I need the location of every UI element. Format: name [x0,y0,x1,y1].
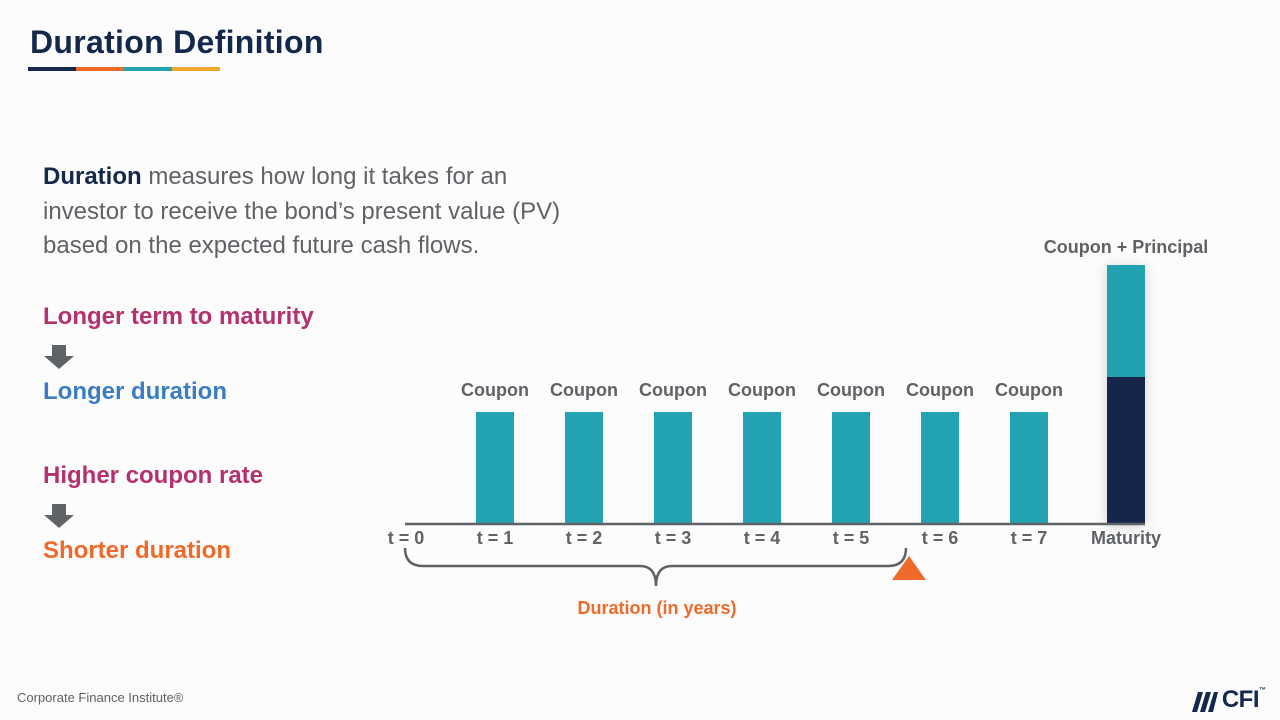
cfi-logo-tm: ™ [1259,687,1266,694]
coupon-bar-label: Coupon [461,380,529,400]
coupon-bar-label: Coupon [995,380,1063,400]
tick-label: t = 6 [922,528,959,548]
duration-marker-triangle [892,556,926,580]
principal-segment [1107,377,1145,524]
duration-definition-text: Duration measures how long it takes for … [43,160,583,264]
relation-2-effect: Shorter duration [43,537,232,564]
arrow-down-icon [44,504,74,528]
footer-copyright: Corporate Finance Institute® [17,690,184,705]
title-underline-segment-3 [124,67,172,71]
duration-term: Duration [43,163,142,190]
tick-label-t0: t = 0 [388,528,425,548]
coupon-bar-label: Coupon [550,380,618,400]
coupon-bar [565,412,603,524]
title-underline-segment-2 [76,67,124,71]
tick-label: t = 2 [566,528,603,548]
relation-2-cause: Higher coupon rate [43,462,264,489]
coupon-bar [476,412,514,524]
maturity-bar [1107,265,1145,524]
coupon-bar [654,412,692,524]
coupon-bar-label: Coupon [639,380,707,400]
tick-label: t = 3 [655,528,692,548]
tick-label: t = 1 [477,528,514,548]
duration-explanation: measures how long it takes for an invest… [43,163,561,259]
title-underline-segment-4 [172,67,220,71]
relation-1-cause: Longer term to maturity [43,303,314,330]
duration-label: Duration (in years) [577,598,736,618]
tick-label: t = 7 [1011,528,1048,548]
coupon-bar-label: Coupon [906,380,974,400]
maturity-coupon-segment [1107,265,1145,377]
cfi-slashes-icon [1191,692,1218,712]
title-underline [28,67,220,71]
title-underline-segment-1 [28,67,76,71]
cfi-logo: CFI ™ [1191,685,1266,715]
tick-label: t = 5 [833,528,870,548]
cfi-logo-word: CFI [1221,686,1260,713]
relation-1-effect: Longer duration [43,378,227,405]
coupon-bar [1010,412,1048,524]
tick-label: Maturity [1091,528,1161,548]
arrow-down-icon [44,345,74,369]
coupon-bar [921,412,959,524]
coupon-bar-label: Coupon [728,380,796,400]
maturity-bar-label: Coupon + Principal [1044,237,1209,257]
coupon-bar [832,412,870,524]
duration-brace [403,547,908,587]
tick-label: t = 4 [744,528,781,548]
coupon-bar-label: Coupon [817,380,885,400]
page-title: Duration Definition [30,24,324,60]
coupon-bar [743,412,781,524]
